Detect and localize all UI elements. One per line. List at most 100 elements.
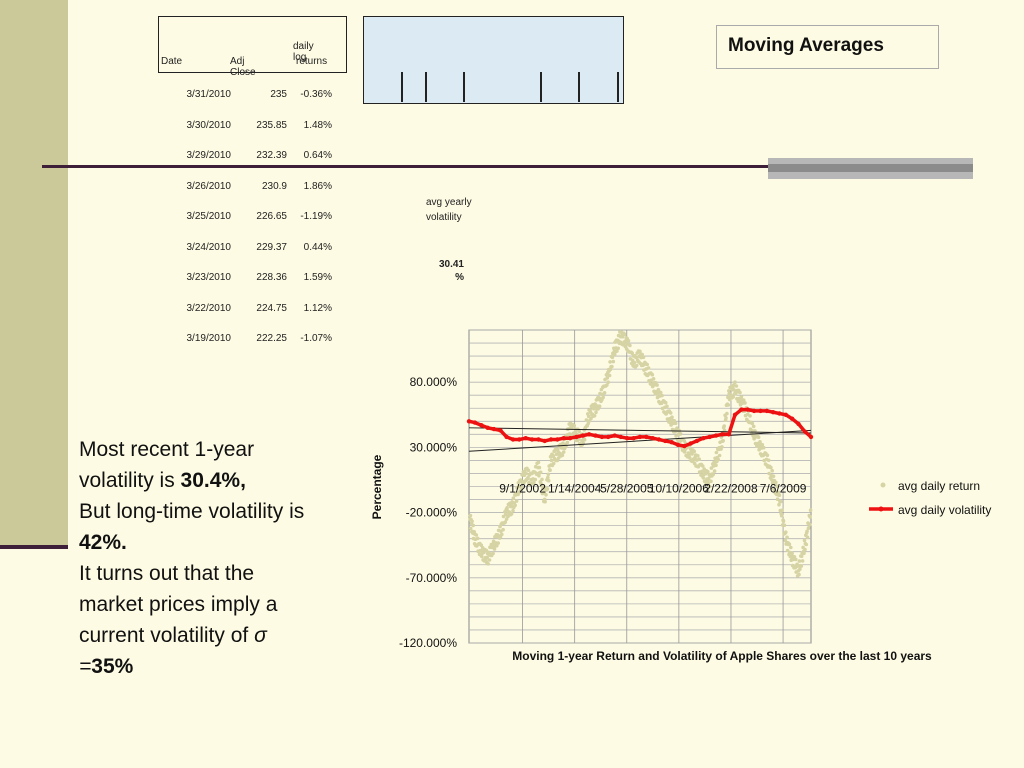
return-point [690, 452, 694, 456]
return-point [537, 474, 541, 478]
return-point [731, 383, 736, 387]
return-point [797, 559, 802, 563]
x-tick-label: 5/28/2005 [600, 482, 654, 496]
legend-return-marker [880, 482, 886, 488]
volatility-point [802, 429, 808, 434]
return-point [731, 395, 735, 399]
return-point [712, 469, 717, 473]
table-cell-ret: -0.36% [300, 89, 332, 100]
volatility-point [542, 438, 547, 444]
return-point [797, 572, 801, 577]
table-cell-date: 3/19/2010 [186, 333, 232, 344]
note-2-value: 42%. [79, 531, 127, 554]
volatility-point [656, 437, 662, 442]
table-header-box [158, 16, 347, 73]
return-point [741, 398, 746, 403]
return-point [807, 522, 812, 527]
return-point [717, 453, 722, 458]
return-point [616, 346, 620, 351]
return-point [771, 474, 776, 479]
panel-divider [401, 72, 403, 102]
y-tick-label: -120.000% [399, 636, 457, 650]
chart-title: Moving 1-year Return and Volatility of A… [512, 649, 932, 663]
volatility-point [796, 421, 801, 427]
return-point [799, 554, 804, 558]
return-point [660, 393, 664, 398]
return-point [711, 472, 715, 477]
return-point [594, 410, 598, 415]
panel-divider [540, 72, 542, 102]
return-point [706, 469, 710, 474]
avg-value-line1: 30.41 [438, 259, 464, 270]
return-point [605, 376, 610, 380]
return-point [524, 471, 528, 476]
x-tick-label: 1/14/2004 [548, 482, 602, 496]
volatility-point [663, 438, 668, 444]
return-point [706, 476, 711, 481]
table-row: 3/19/2010 222.25 -1.07% [158, 333, 358, 347]
return-point [700, 469, 704, 474]
table-cell-date: 3/31/2010 [186, 89, 232, 100]
volatility-point [485, 425, 490, 430]
volatility-point [694, 438, 700, 444]
return-point [777, 502, 781, 507]
return-point [501, 527, 505, 532]
return-point [610, 364, 614, 369]
y-tick-label: 80.000% [410, 375, 458, 389]
notes-text: Most recent 1-year volatility is 30.4%, … [79, 434, 319, 682]
table-cell-ret: -1.19% [300, 211, 332, 222]
return-point [761, 445, 766, 450]
return-point [701, 464, 705, 468]
return-point [665, 404, 669, 409]
return-point [580, 438, 584, 443]
sigma-value: 35% [91, 655, 134, 678]
return-point [518, 489, 522, 493]
return-point [727, 389, 731, 393]
return-point [475, 536, 480, 541]
return-point [760, 443, 765, 447]
return-point [532, 480, 536, 485]
return-point [798, 567, 802, 571]
return-point [701, 476, 706, 480]
return-point [772, 487, 776, 492]
table-cell-ret: 1.59% [303, 272, 332, 283]
return-point [808, 515, 812, 519]
return-point [808, 508, 813, 512]
return-point [615, 349, 619, 353]
return-point [794, 557, 798, 562]
return-point [646, 366, 651, 370]
volatility-point [593, 433, 598, 438]
return-point [709, 479, 713, 484]
note-2: But long-time volatility is [79, 500, 305, 523]
volatility-point [618, 434, 623, 440]
volatility-point [523, 436, 528, 441]
return-point [784, 530, 788, 534]
left-rule [0, 545, 68, 549]
return-point [803, 547, 807, 552]
volatility-point [675, 442, 681, 447]
table-cell-adj-close: 222.25 [256, 333, 287, 344]
return-point [486, 562, 490, 566]
return-point [545, 487, 550, 491]
volatility-point [567, 436, 573, 441]
return-point [678, 432, 683, 436]
header-returns-2: returns [296, 56, 328, 67]
return-point [748, 414, 752, 418]
volatility-point [707, 434, 712, 440]
return-point [738, 390, 742, 395]
table-cell-ret: 0.64% [303, 150, 332, 161]
return-point [734, 384, 739, 388]
y-axis-title: Percentage [370, 454, 384, 519]
return-point [601, 395, 605, 400]
return-point [779, 513, 784, 518]
header-adj-close: Adj Close [230, 56, 256, 78]
table-row: 3/26/2010 230.9 1.86% [158, 181, 358, 195]
return-point [634, 363, 639, 368]
return-point [626, 339, 631, 343]
return-point [724, 416, 728, 420]
return-point [610, 355, 615, 360]
return-point [608, 360, 612, 364]
panel-divider [425, 72, 427, 102]
horizontal-rule [42, 165, 972, 168]
